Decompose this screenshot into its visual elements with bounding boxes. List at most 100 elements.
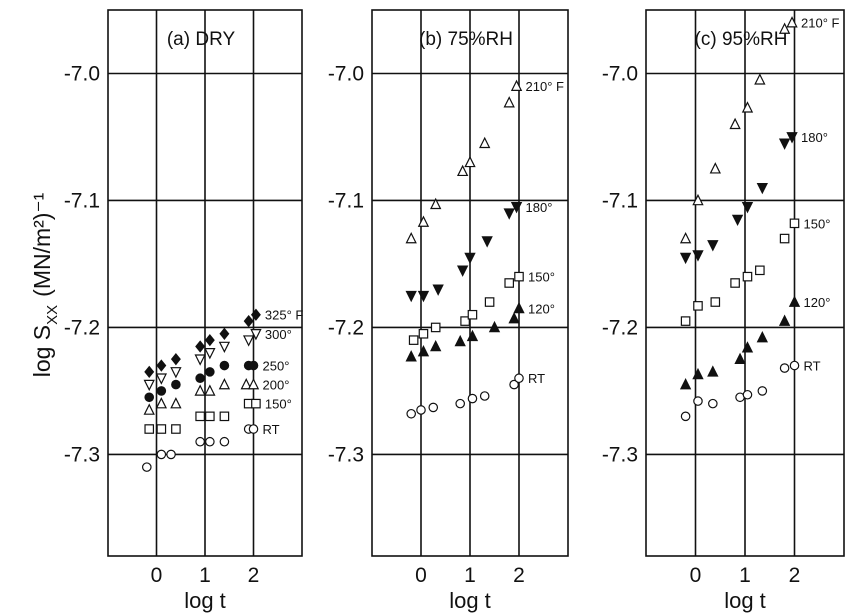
data-point xyxy=(205,411,215,422)
data-point xyxy=(786,132,798,144)
series-120: 120° xyxy=(679,295,831,390)
data-point xyxy=(789,218,800,229)
y-tick-label: -7.0 xyxy=(64,62,100,85)
data-point xyxy=(504,278,514,288)
data-point xyxy=(144,424,155,434)
data-point xyxy=(405,232,417,244)
data-point xyxy=(170,397,182,409)
x-tick-label: 2 xyxy=(248,564,260,587)
data-point xyxy=(514,373,524,384)
series-label: 120° xyxy=(528,301,555,316)
data-point xyxy=(417,215,430,227)
data-point xyxy=(742,389,753,400)
data-point xyxy=(408,335,419,345)
data-point xyxy=(417,345,430,357)
data-point xyxy=(250,328,262,341)
data-point xyxy=(756,182,768,195)
data-point xyxy=(456,265,469,277)
panel-title: (a) DRY xyxy=(167,29,236,50)
data-point xyxy=(729,117,741,130)
data-point xyxy=(455,398,465,409)
data-point xyxy=(430,197,442,210)
y-tick-label: -7.1 xyxy=(64,189,100,212)
data-point xyxy=(405,290,417,303)
data-point xyxy=(467,309,478,320)
x-tick-label: 2 xyxy=(789,564,801,587)
data-point xyxy=(204,384,216,396)
data-point xyxy=(171,379,181,390)
data-point xyxy=(219,360,230,371)
data-point xyxy=(166,449,176,460)
series-label: 150° xyxy=(265,397,292,412)
data-point xyxy=(707,240,719,252)
panel-title: (b) 75%RH xyxy=(419,29,513,50)
series-label: 210° F xyxy=(526,79,565,94)
series-250: 250° xyxy=(144,359,290,403)
series-label: RT xyxy=(804,359,821,374)
data-point xyxy=(204,348,216,360)
data-point xyxy=(778,22,791,34)
data-point xyxy=(503,208,515,220)
data-point xyxy=(205,367,215,377)
data-point xyxy=(242,335,255,347)
series-label: RT xyxy=(263,422,280,437)
data-point xyxy=(144,392,155,403)
data-point xyxy=(195,373,205,384)
series-rt: RT xyxy=(142,422,280,472)
data-point xyxy=(789,360,800,371)
data-point xyxy=(194,384,206,396)
data-point xyxy=(741,202,754,214)
data-point xyxy=(693,301,703,311)
data-point xyxy=(484,297,495,307)
data-point xyxy=(250,308,261,321)
series-label: 120° xyxy=(804,295,831,310)
data-point xyxy=(155,397,168,409)
series-label: 250° xyxy=(263,359,290,374)
data-point xyxy=(679,378,692,390)
x-axis-label: log t xyxy=(449,588,491,613)
data-point xyxy=(247,378,260,390)
data-point xyxy=(171,424,181,434)
series-180: 180° xyxy=(679,130,828,265)
series-180: 180° xyxy=(405,200,552,303)
series-rt: RT xyxy=(406,371,545,419)
series-rt: RT xyxy=(680,359,821,422)
data-point xyxy=(731,214,744,227)
data-point xyxy=(503,96,515,108)
y-axis-label-unit: (MN/m²)⁻¹ xyxy=(29,192,55,296)
data-point xyxy=(710,297,721,307)
series-325-f: 325° F xyxy=(144,308,303,379)
series-150: 150° xyxy=(680,216,830,326)
data-point xyxy=(778,314,791,326)
data-point xyxy=(680,316,691,326)
data-point xyxy=(143,379,155,392)
data-point xyxy=(240,378,252,390)
data-point xyxy=(467,393,478,404)
data-point xyxy=(692,367,704,380)
series-150: 150° xyxy=(144,397,292,434)
data-point xyxy=(709,162,721,174)
y-tick-label: -7.1 xyxy=(602,189,638,212)
data-point xyxy=(170,353,181,366)
data-point xyxy=(454,334,466,347)
data-point xyxy=(779,233,790,244)
data-point xyxy=(430,339,442,352)
y-tick-label: -7.0 xyxy=(602,62,638,85)
y-axis-label-subscript: XX xyxy=(44,305,61,325)
series-300: 300° xyxy=(143,327,292,392)
data-point xyxy=(417,290,430,303)
panel-2: -7.0 -7.1 -7.2 -7.3 0 1 2 (b) 75%RH log t RT 120° 1… xyxy=(328,9,569,613)
data-point xyxy=(194,354,206,366)
data-point xyxy=(219,436,230,447)
data-point xyxy=(692,193,704,206)
data-point xyxy=(251,398,261,409)
series-120: 120° xyxy=(405,301,555,362)
data-point xyxy=(742,271,753,282)
data-point xyxy=(406,408,416,419)
x-tick-label: 2 xyxy=(513,564,525,587)
y-tick-label: -7.0 xyxy=(328,62,364,85)
data-point xyxy=(488,320,501,333)
data-point xyxy=(514,271,524,282)
data-point xyxy=(481,236,493,248)
x-tick-label: 0 xyxy=(151,564,163,587)
